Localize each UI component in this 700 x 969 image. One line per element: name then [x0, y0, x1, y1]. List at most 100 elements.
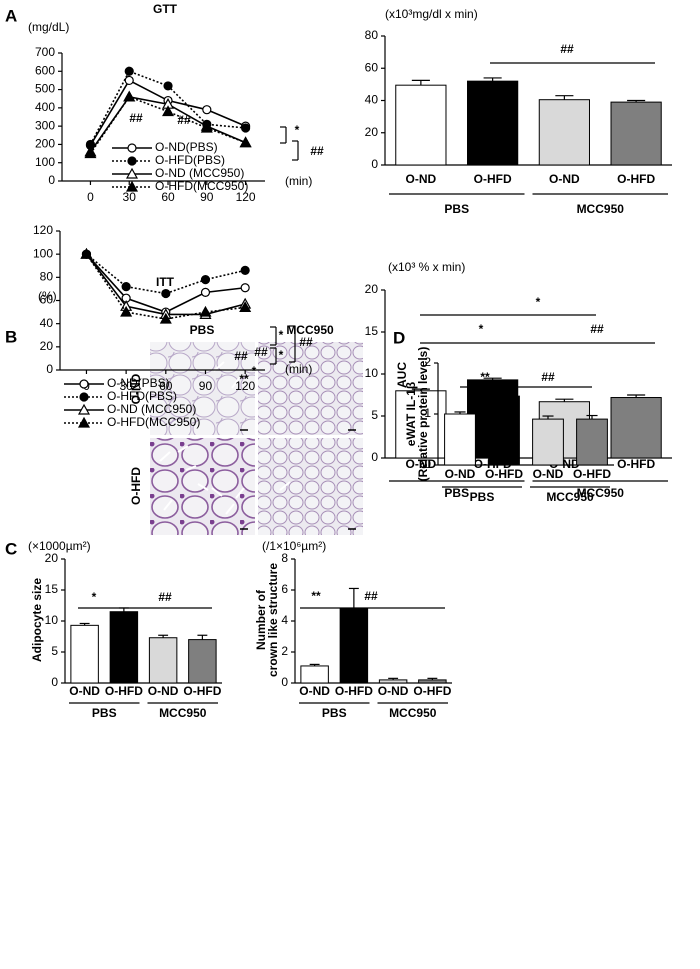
y-tick-label: 10: [365, 366, 379, 380]
annotation: *: [479, 322, 484, 336]
y-tick-label: 0: [281, 675, 288, 689]
y-tick-label: 15: [45, 582, 59, 596]
bar: [610, 397, 662, 459]
bar: [488, 395, 520, 466]
x-tick-label: 30: [123, 190, 137, 204]
y-axis-label: (%): [38, 289, 57, 303]
annotation: ##: [254, 345, 268, 359]
bar: [109, 611, 139, 684]
x-tick-label: O-ND: [69, 684, 100, 698]
micrograph: [258, 342, 363, 435]
group-label: PBS: [444, 486, 469, 500]
bar: [188, 639, 217, 684]
y-axis-label: Number of: [254, 589, 268, 650]
x-tick-label: O-HFD: [485, 467, 523, 481]
legend-marker: [79, 392, 89, 402]
y-tick-label: 20: [365, 282, 379, 296]
y-tick-label: 500: [35, 82, 55, 96]
x-tick-label: O-ND: [148, 684, 179, 698]
legend-marker: [125, 167, 139, 179]
x-tick-label: O-ND: [406, 172, 437, 186]
marker: [159, 312, 172, 324]
marker: [239, 301, 252, 313]
panel-label: D: [393, 328, 405, 347]
y-tick-label: 2: [424, 355, 431, 369]
marker: [124, 66, 134, 76]
bar: [610, 101, 662, 166]
x-tick-label: 0: [87, 190, 94, 204]
annotation: ##: [560, 42, 574, 56]
y-tick-label: 60: [40, 293, 54, 307]
chart-title: ITT: [156, 275, 175, 289]
bar: [538, 99, 590, 166]
bar: [395, 84, 447, 166]
x-tick-label: O-ND: [406, 457, 437, 471]
annotation: ##: [590, 322, 604, 336]
x-tick-label: 60: [161, 190, 175, 204]
y-tick-label: 300: [35, 118, 55, 132]
x-tick-label: O-HFD: [413, 684, 451, 698]
unit-label: (×1000µm²): [28, 539, 91, 553]
marker: [162, 105, 175, 117]
annotation: **: [480, 370, 490, 384]
panel-label: C: [5, 539, 17, 558]
unit-label: (/1×10⁶µm²): [262, 539, 326, 553]
annotation: ##: [129, 111, 143, 125]
y-tick-label: 2: [281, 644, 288, 658]
group-label: MCC950: [577, 202, 625, 216]
y-tick-label: 5: [371, 408, 378, 422]
marker: [240, 265, 250, 275]
y-tick-label: 100: [35, 155, 55, 169]
legend-marker: [77, 416, 91, 428]
x-tick-label: 30: [119, 379, 133, 393]
x-tick-label: 90: [199, 379, 213, 393]
y-axis-label: Adipocyte size: [30, 578, 44, 662]
y-tick-label: 600: [35, 63, 55, 77]
y-tick-label: 80: [365, 28, 379, 42]
x-tick-label: O-HFD: [474, 172, 512, 186]
annotation: ##: [364, 589, 378, 603]
bar: [70, 624, 99, 684]
marker: [80, 247, 93, 259]
y-tick-label: 200: [35, 137, 55, 151]
y-tick-label: 0: [51, 675, 58, 689]
x-tick-label: O-HFD: [183, 684, 221, 698]
group-label: PBS: [444, 202, 469, 216]
unit-label: (x10³mg/dl x min): [385, 7, 478, 21]
legend-label: O-ND(PBS): [107, 376, 170, 390]
legend-label: O-ND (MCC950): [107, 402, 196, 416]
y-tick-label: 40: [365, 93, 379, 107]
group-label: MCC950: [577, 486, 625, 500]
unit-label: (x10³ % x min): [388, 260, 465, 274]
annotation: ##: [158, 590, 172, 604]
histology: PBS MCC950 O-ND O-HFD: [129, 323, 363, 535]
annotation: **: [239, 372, 249, 386]
bar: [339, 608, 369, 684]
x-tick-label: O-HFD: [617, 457, 655, 471]
chart-title: GTT: [153, 2, 178, 16]
marker: [200, 287, 211, 297]
y-tick-label: 400: [35, 100, 55, 114]
annotation: *: [295, 123, 300, 137]
y-tick-label: 40: [40, 316, 54, 330]
y-tick-label: 15: [365, 324, 379, 338]
annotation: ##: [310, 144, 324, 158]
panel-label: A: [5, 6, 17, 25]
group-label: MCC950: [159, 706, 207, 720]
y-tick-label: 0: [371, 450, 378, 464]
x-tick-label: 60: [159, 379, 173, 393]
marker: [123, 90, 136, 102]
annotation: **: [311, 589, 321, 603]
y-tick-label: 20: [40, 339, 54, 353]
y-tick-label: 700: [35, 45, 55, 59]
x-axis-label: (min): [285, 362, 312, 376]
marker: [163, 81, 173, 91]
annotation: *: [252, 364, 257, 378]
bar: [148, 637, 178, 684]
group-label: PBS: [470, 490, 495, 504]
row-label: O-HFD: [129, 467, 143, 505]
y-tick-label: 1: [424, 406, 431, 420]
legend-marker: [127, 156, 137, 166]
bar: [378, 679, 408, 684]
x-tick-label: O-HFD: [335, 684, 373, 698]
